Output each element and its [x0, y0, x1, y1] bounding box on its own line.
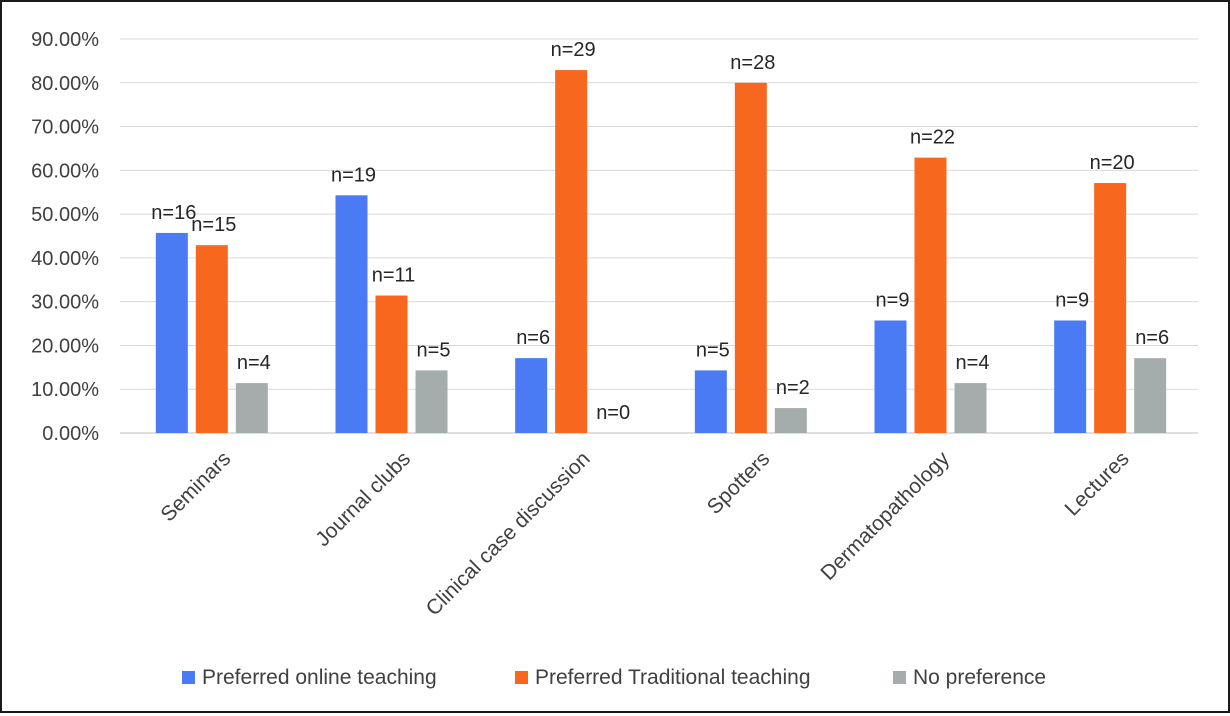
x-category-label: Spotters — [703, 447, 775, 519]
bar-3-2 — [774, 408, 807, 433]
data-label: n=9 — [876, 289, 910, 311]
data-label: n=15 — [191, 214, 236, 236]
bar-2-0 — [515, 358, 548, 433]
x-category-label: Lectures — [1060, 447, 1133, 520]
y-tick-label: 50.00% — [31, 204, 99, 226]
data-label: n=6 — [516, 327, 550, 349]
bar-5-0 — [1054, 320, 1087, 433]
data-label: n=9 — [1055, 289, 1089, 311]
data-label: n=6 — [1135, 327, 1169, 349]
x-axis-categories: Seminars Journal clubs Clinical case discu… — [156, 447, 1133, 620]
y-tick-label: 30.00% — [31, 292, 99, 314]
y-tick-label: 90.00% — [31, 29, 99, 51]
data-label: n=11 — [372, 265, 416, 287]
y-tick-label: 70.00% — [31, 117, 99, 139]
bar-0-0 — [155, 232, 188, 433]
data-label: n=4 — [237, 352, 271, 374]
bar-3-0 — [694, 370, 727, 433]
legend-swatch — [893, 671, 906, 684]
legend-label: Preferred online teaching — [202, 666, 437, 689]
bar-1-2 — [415, 370, 448, 433]
data-label: n=22 — [910, 127, 955, 149]
data-labels: n=16n=15 n=4 n=19 n=11 n=5 n=6 n=29 n=0 n=5 n=28 n… — [151, 39, 1169, 424]
y-tick-label: 80.00% — [31, 73, 99, 95]
y-tick-label: 10.00% — [31, 379, 99, 401]
x-category-label: Journal clubs — [311, 447, 415, 551]
bar-5-2 — [1134, 358, 1167, 433]
y-tick-label: 20.00% — [31, 335, 99, 357]
y-tick-label: 60.00% — [31, 160, 99, 182]
legend-label: No preference — [913, 666, 1046, 689]
data-label: n=5 — [417, 339, 451, 361]
data-label: n=19 — [331, 164, 376, 186]
bar-0-1 — [195, 245, 228, 433]
bar-4-1 — [914, 157, 947, 434]
bar-0-2 — [235, 383, 268, 433]
gridlines — [120, 38, 1198, 434]
legend-swatch — [515, 671, 528, 684]
bar-5-1 — [1094, 183, 1127, 433]
data-label: n=20 — [1090, 152, 1135, 174]
bar-2-1 — [555, 70, 588, 434]
bar-1-0 — [335, 195, 368, 433]
legend-label: Preferred Traditional teaching — [535, 666, 811, 689]
bars — [155, 70, 1167, 434]
y-tick-label: 0.00% — [42, 423, 99, 445]
y-tick-label: 40.00% — [31, 248, 99, 270]
bar-4-0 — [874, 320, 907, 433]
bar-1-1 — [375, 295, 408, 433]
x-category-label: Dermatopathology — [816, 447, 954, 585]
y-axis-ticks: 0.00% 10.00% 20.00% 30.00% 40.00% 50.00% 60.00… — [31, 29, 99, 445]
bar-4-2 — [954, 383, 987, 433]
legend-swatch — [182, 671, 195, 684]
data-label: n=4 — [956, 352, 990, 374]
data-label: n=2 — [776, 377, 810, 399]
data-label: n=16 — [151, 202, 196, 224]
data-label: n=0 — [596, 402, 630, 424]
data-label: n=5 — [696, 339, 730, 361]
bar-3-1 — [734, 82, 767, 434]
legend: Preferred online teaching Preferred Tradi… — [182, 666, 1046, 689]
x-category-label: Clinical case discussion — [422, 447, 595, 620]
x-category-label: Seminars — [156, 447, 235, 526]
data-label: n=29 — [551, 39, 596, 61]
data-label: n=28 — [730, 52, 775, 74]
